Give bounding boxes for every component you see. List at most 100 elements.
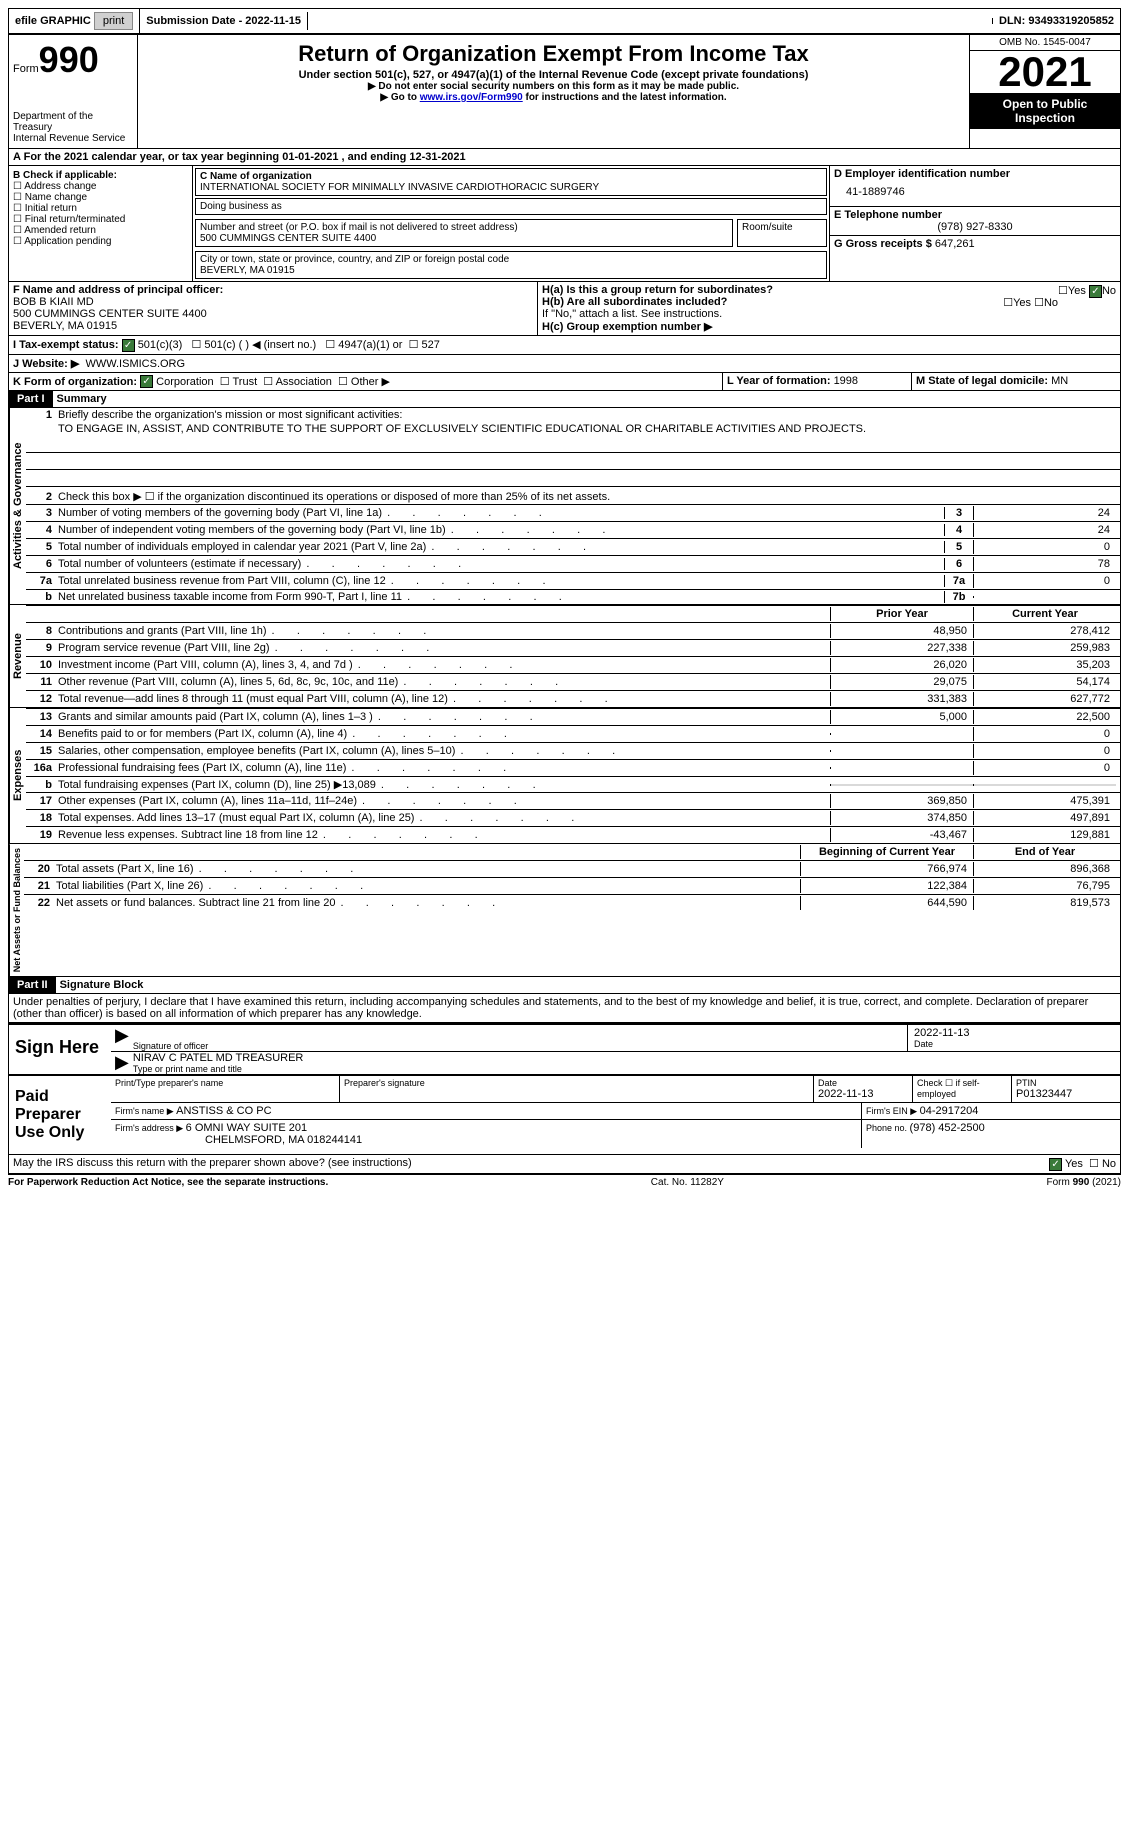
line-text: Total fundraising expenses (Part IX, col…	[58, 778, 830, 791]
prior-value	[830, 750, 973, 752]
paid-label: Paid Preparer Use Only	[9, 1076, 111, 1154]
vlabel-gov: Activities & Governance	[9, 408, 26, 604]
paid-preparer-block: Paid Preparer Use Only Print/Type prepar…	[8, 1075, 1121, 1155]
line-box: 5	[944, 541, 973, 553]
prior-value: 122,384	[800, 879, 973, 893]
part1-revenue: Revenue Prior Year Current Year 8Contrib…	[8, 605, 1121, 708]
cb-amended: Amended return	[24, 225, 96, 236]
prior-value: -43,467	[830, 828, 973, 842]
k-other: Other ▶	[351, 376, 390, 388]
current-value: 35,203	[973, 658, 1116, 672]
street-label: Number and street (or P.O. box if mail i…	[200, 222, 728, 233]
footer-form: 990	[1073, 1177, 1090, 1188]
officer-label: F Name and address of principal officer:	[13, 284, 533, 296]
form-header: Form990 Department of the Treasury Inter…	[8, 35, 1121, 149]
line-text: Total expenses. Add lines 13–17 (must eq…	[58, 812, 830, 824]
i-527: 527	[422, 339, 440, 351]
line-value: 0	[973, 540, 1116, 554]
period-mid: , and ending	[342, 151, 410, 163]
print-button[interactable]: print	[94, 12, 133, 30]
page-footer: For Paperwork Reduction Act Notice, see …	[8, 1174, 1121, 1188]
form-label: Form	[13, 63, 39, 75]
current-value: 896,368	[973, 862, 1116, 876]
k-corp-check	[140, 375, 153, 388]
perjury-text: Under penalties of perjury, I declare th…	[8, 994, 1121, 1023]
ha-label: H(a) Is this a group return for subordin…	[542, 284, 773, 296]
discuss-no: No	[1102, 1158, 1116, 1170]
klm-row: K Form of organization: Corporation ☐ Tr…	[8, 373, 1121, 392]
dba-label: Doing business as	[200, 201, 822, 212]
prep-name-label: Print/Type preparer's name	[115, 1078, 335, 1088]
cb-name-change: Name change	[25, 192, 87, 203]
ein-value: 41-1889746	[834, 180, 1116, 204]
line-text: Benefits paid to or for members (Part IX…	[58, 728, 830, 740]
phone-value: (978) 927-8330	[834, 221, 1116, 233]
line-box: 7a	[944, 575, 973, 587]
form-title: Return of Organization Exempt From Incom…	[142, 41, 965, 67]
firm-phone: (978) 452-2500	[910, 1122, 985, 1134]
line-text: Number of voting members of the governin…	[58, 507, 944, 519]
street-value: 500 CUMMINGS CENTER SUITE 4400	[200, 233, 728, 244]
ha-no: No	[1102, 285, 1116, 297]
part1-badge: Part I	[9, 391, 53, 407]
firm-name: ANSTISS & CO PC	[176, 1105, 271, 1117]
hb-note: If "No," attach a list. See instructions…	[542, 308, 1116, 320]
city-label: City or town, state or province, country…	[200, 254, 822, 265]
prior-value: 331,383	[830, 692, 973, 706]
hb-no: No	[1044, 297, 1058, 309]
line-value: 24	[973, 506, 1116, 520]
j-label: J Website: ▶	[13, 358, 79, 370]
prior-value	[830, 784, 973, 786]
i-501c: 501(c) ( ) ◀ (insert no.)	[204, 339, 316, 351]
line-text: Number of independent voting members of …	[58, 524, 944, 536]
line-text: Total number of volunteers (estimate if …	[58, 558, 944, 570]
firm-ein: 04-2917204	[920, 1105, 979, 1117]
line-text: Net unrelated business taxable income fr…	[58, 591, 944, 603]
col-begin: Beginning of Current Year	[800, 845, 973, 859]
current-value: 627,772	[973, 692, 1116, 706]
submission-label: Submission Date -	[146, 15, 245, 27]
officer-addr1: 500 CUMMINGS CENTER SUITE 4400	[13, 308, 533, 320]
cb-initial-return: Initial return	[25, 203, 77, 214]
current-value: 76,795	[973, 879, 1116, 893]
line-text: Total revenue—add lines 8 through 11 (mu…	[58, 693, 830, 705]
current-value: 819,573	[973, 896, 1116, 910]
sig-date: 2022-11-13	[914, 1027, 1114, 1039]
hb-yes: Yes	[1013, 297, 1031, 309]
firm-name-label: Firm's name ▶	[115, 1106, 176, 1116]
sig-officer-label: Signature of officer	[133, 1041, 907, 1051]
part1-net: Net Assets or Fund Balances Beginning of…	[8, 844, 1121, 977]
irs-link[interactable]: www.irs.gov/Form990	[420, 92, 523, 103]
current-value: 0	[973, 761, 1116, 775]
period-row: A For the 2021 calendar year, or tax yea…	[8, 149, 1121, 166]
part1-title: Summary	[53, 391, 111, 407]
officer-name: BOB B KIAII MD	[13, 296, 533, 308]
website-row: J Website: ▶ WWW.ISMICS.ORG	[8, 355, 1121, 373]
line-text: Grants and similar amounts paid (Part IX…	[58, 711, 830, 723]
form-subtitle: Under section 501(c), 527, or 4947(a)(1)…	[142, 69, 965, 81]
line-value	[973, 596, 1116, 598]
current-value	[973, 784, 1116, 786]
line-text: Professional fundraising fees (Part IX, …	[58, 762, 830, 774]
firm-addr-label: Firm's address ▶	[115, 1123, 186, 1133]
phone-label: E Telephone number	[834, 209, 1116, 221]
footer-right: Form 990 (2021)	[1047, 1177, 1121, 1188]
prior-value: 644,590	[800, 896, 973, 910]
part1-expenses: Expenses 13Grants and similar amounts pa…	[8, 708, 1121, 844]
name-title-label: Type or print name and title	[133, 1064, 1120, 1074]
prior-value: 5,000	[830, 710, 973, 724]
ha-no-check	[1089, 285, 1102, 298]
org-name: INTERNATIONAL SOCIETY FOR MINIMALLY INVA…	[200, 182, 822, 193]
city-value: BEVERLY, MA 01915	[200, 265, 822, 276]
m-value: MN	[1051, 375, 1068, 387]
ha-yes: Yes	[1068, 285, 1086, 297]
dln-value: 93493319205852	[1028, 15, 1114, 27]
line-text: Program service revenue (Part VIII, line…	[58, 642, 830, 654]
prior-value: 48,950	[830, 624, 973, 638]
gross-label: G Gross receipts $	[834, 238, 935, 250]
hb-label: H(b) Are all subordinates included?	[542, 296, 727, 308]
prior-value: 369,850	[830, 794, 973, 808]
k-label: K Form of organization:	[13, 376, 137, 388]
arrow-icon: ▶	[111, 1025, 133, 1051]
box-b-label: B Check if applicable:	[13, 170, 188, 181]
